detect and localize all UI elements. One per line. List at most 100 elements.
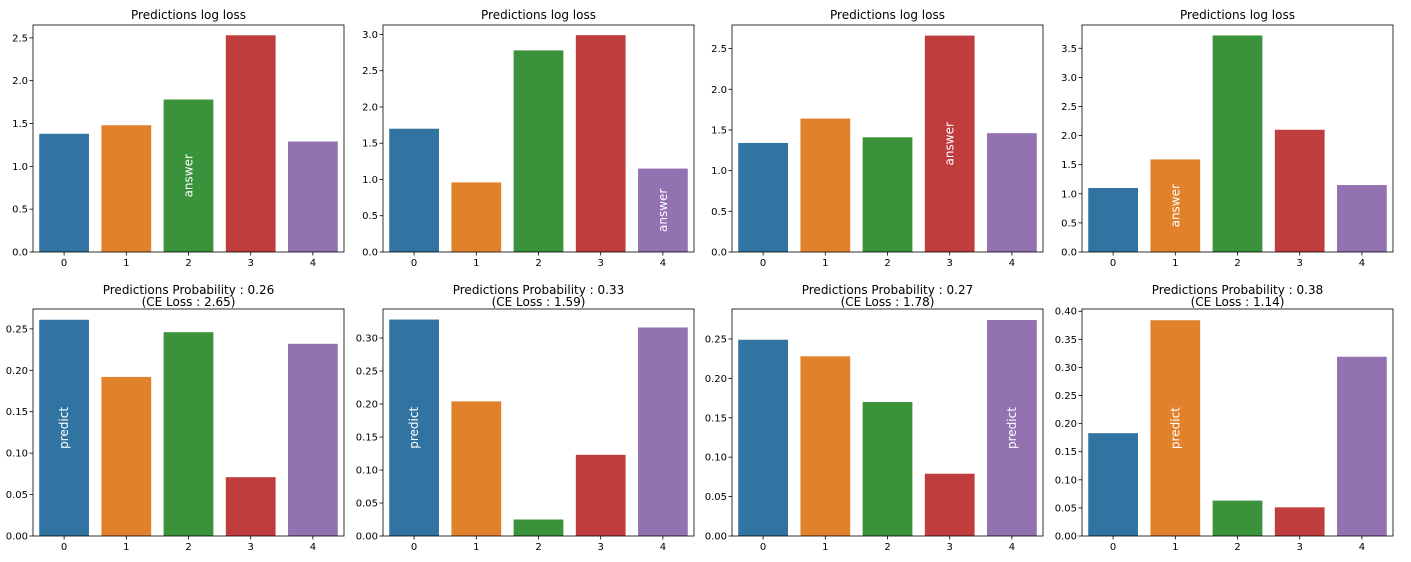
- x-tick-label: 1: [1172, 258, 1178, 269]
- bar: [389, 319, 439, 536]
- x-tick-label: 2: [884, 542, 890, 553]
- subplot-4: 0.00 0.05 0.10 0.15 0.20 0.25 0 1 2 3 4 Predictions…: [6, 283, 345, 553]
- y-tick-label: 2.5: [711, 44, 727, 55]
- bar: [924, 35, 975, 252]
- bar: [1274, 507, 1325, 536]
- y-tick-label: 0.5: [362, 211, 378, 222]
- bar-annotation: answer: [656, 189, 670, 232]
- x-tick-label: 2: [1234, 542, 1240, 553]
- x-tick-label: 0: [1110, 258, 1116, 269]
- x-tick-label: 3: [947, 542, 953, 553]
- x-tick-label: 3: [248, 542, 254, 553]
- bar: [288, 141, 338, 252]
- x-tick-label: 2: [884, 258, 890, 269]
- y-tick-label: 0.00: [356, 532, 378, 543]
- y-tick-label: 1.0: [1061, 189, 1077, 200]
- x-tick-label: 3: [248, 258, 254, 269]
- y-tick-label: 0.10: [356, 466, 378, 477]
- bar: [575, 454, 626, 536]
- x-tick-label: 3: [598, 258, 604, 269]
- y-tick-label: 0.25: [6, 324, 28, 335]
- chart-title: Predictions log loss: [830, 8, 945, 22]
- y-tick-label: 0.05: [356, 499, 378, 510]
- x-tick-label: 3: [947, 258, 953, 269]
- bar: [389, 128, 439, 252]
- y-tick-label: 1.5: [362, 139, 378, 150]
- bar: [1337, 356, 1387, 536]
- y-tick-label: 0.25: [1055, 391, 1077, 402]
- bar: [987, 320, 1037, 536]
- bar: [513, 50, 564, 252]
- x-tick-label: 2: [535, 542, 541, 553]
- y-tick-label: 0.10: [1055, 475, 1077, 486]
- y-tick-label: 1.5: [711, 125, 727, 136]
- y-tick-label: 0.05: [6, 490, 28, 501]
- bar: [800, 118, 851, 252]
- x-tick-label: 3: [598, 542, 604, 553]
- x-tick-label: 4: [310, 542, 316, 553]
- chart-title: Predictions log loss: [481, 8, 596, 22]
- x-tick-label: 0: [61, 258, 67, 269]
- x-tick-label: 4: [1009, 542, 1015, 553]
- x-tick-label: 3: [1297, 258, 1303, 269]
- bar: [1088, 433, 1138, 536]
- bar: [39, 319, 89, 536]
- x-tick-label: 4: [1359, 258, 1365, 269]
- bar: [638, 168, 688, 252]
- x-tick-label: 1: [473, 542, 479, 553]
- y-tick-label: 3.0: [1061, 73, 1077, 84]
- bar: [1212, 35, 1263, 253]
- chart-title: Predictions log loss: [1180, 8, 1295, 22]
- y-tick-label: 1.5: [1061, 160, 1077, 171]
- y-tick-label: 2.5: [12, 33, 28, 44]
- subplot-0: 0.0 0.5 1.0 1.5 2.0 2.5 0 1 2 3 4 Predictions log l…: [12, 8, 345, 269]
- y-tick-label: 0.25: [705, 334, 727, 345]
- bar: [1150, 320, 1201, 536]
- x-tick-label: 0: [1110, 542, 1116, 553]
- x-tick-label: 0: [760, 542, 766, 553]
- chart-title: Predictions Probability : 0.27: [802, 283, 974, 297]
- bar-annotation: predict: [1005, 407, 1019, 449]
- chart-subtitle: (CE Loss : 2.65): [142, 295, 236, 309]
- x-tick-label: 1: [822, 258, 828, 269]
- y-tick-label: 0.0: [1061, 248, 1077, 259]
- x-tick-label: 1: [123, 542, 129, 553]
- bar-annotation: answer: [943, 122, 957, 165]
- chart-title: Predictions Probability : 0.33: [453, 283, 625, 297]
- y-tick-label: 0.5: [12, 205, 28, 216]
- y-tick-label: 0.0: [711, 248, 727, 259]
- chart-subtitle: (CE Loss : 1.59): [492, 295, 586, 309]
- y-tick-label: 0.0: [362, 248, 378, 259]
- subplot-5: 0.00 0.05 0.10 0.15 0.20 0.25 0.30 0 1 2 3 4 Predict…: [356, 283, 695, 553]
- y-tick-label: 0.25: [356, 367, 378, 378]
- bar: [101, 125, 152, 252]
- bar: [451, 182, 502, 252]
- y-tick-label: 3.0: [362, 30, 378, 41]
- bar: [1150, 159, 1201, 252]
- x-tick-label: 0: [61, 542, 67, 553]
- bar: [1212, 500, 1263, 536]
- y-tick-label: 0.15: [1055, 447, 1077, 458]
- bar: [575, 35, 626, 253]
- bar: [225, 477, 276, 536]
- y-tick-label: 1.0: [711, 166, 727, 177]
- x-tick-label: 4: [1359, 542, 1365, 553]
- bar: [924, 473, 975, 536]
- x-tick-label: 0: [760, 258, 766, 269]
- x-tick-label: 1: [123, 258, 129, 269]
- y-tick-label: 1.5: [12, 119, 28, 130]
- subplot-7: 0.00 0.05 0.10 0.15 0.20 0.25 0.30 0.35 0.40 0 1 2 3…: [1055, 283, 1394, 553]
- chart-title: Predictions log loss: [131, 8, 246, 22]
- y-tick-label: 0.30: [1055, 363, 1077, 374]
- bar-annotation: predict: [1168, 407, 1182, 449]
- subplot-1: 0.0 0.5 1.0 1.5 2.0 2.5 3.0 0 1 2 3 4 Predictions lo…: [362, 8, 695, 269]
- x-tick-label: 4: [1009, 258, 1015, 269]
- x-tick-label: 1: [822, 542, 828, 553]
- bar: [738, 142, 788, 252]
- bar: [987, 133, 1037, 252]
- y-tick-label: 2.0: [711, 85, 727, 96]
- x-tick-label: 4: [660, 542, 666, 553]
- bar: [513, 519, 564, 536]
- chart-subtitle: (CE Loss : 1.78): [841, 295, 935, 309]
